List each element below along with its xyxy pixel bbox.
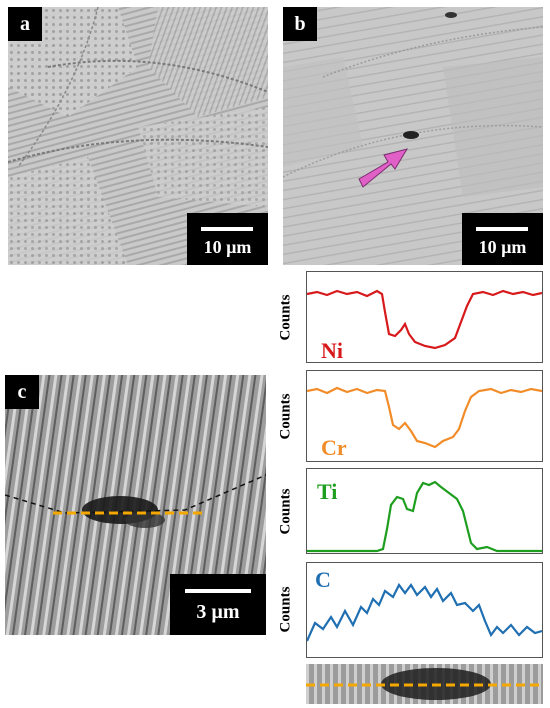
profile-ti-axis-label: Counts [277, 488, 294, 535]
profile-cr-label: Cr [321, 435, 347, 460]
scale-bar-c-text: 3 µm [196, 601, 240, 623]
micrograph-b-image [283, 7, 543, 265]
profile-ti: Ti [306, 468, 543, 554]
scale-bar-b-line [476, 227, 528, 231]
profile-ni-label: Ni [321, 338, 343, 363]
profile-cr-axis-label: Counts [277, 393, 294, 440]
line-scan-strip [306, 664, 543, 704]
panel-a-label: a [8, 7, 42, 41]
scale-bar-a-text: 10 µm [203, 237, 252, 257]
micrograph-b: b 10 µm [283, 7, 543, 265]
scale-bar-b-text: 10 µm [478, 237, 527, 257]
panel-c-label: c [5, 375, 39, 409]
panel-b-label: b [283, 7, 317, 41]
scale-bar-a-line [201, 227, 253, 231]
profile-c-axis-label: Counts [277, 586, 294, 633]
profile-ni-axis-label: Counts [277, 294, 294, 341]
profile-c-plot [307, 582, 542, 642]
scale-bar-b: 10 µm [462, 213, 543, 265]
scale-bar-a: 10 µm [187, 213, 268, 265]
profile-ni-plot [307, 289, 542, 350]
profile-ni: Ni [306, 271, 543, 363]
profile-c: C [306, 562, 543, 658]
scale-bar-c-line [185, 589, 251, 593]
profile-ti-plot [307, 480, 542, 553]
micrograph-a: a 10 µm [8, 7, 268, 265]
micrograph-c: c 3 µm [5, 375, 266, 635]
scale-bar-c: 3 µm [170, 574, 266, 635]
profile-ti-label: Ti [317, 479, 338, 504]
profile-c-label: C [315, 567, 331, 592]
profile-cr-plot [307, 386, 542, 449]
pointer-arrow [358, 148, 409, 188]
profile-cr: Cr [306, 370, 543, 462]
line-scan-strip-image [306, 664, 543, 704]
micrograph-a-image [8, 7, 268, 265]
